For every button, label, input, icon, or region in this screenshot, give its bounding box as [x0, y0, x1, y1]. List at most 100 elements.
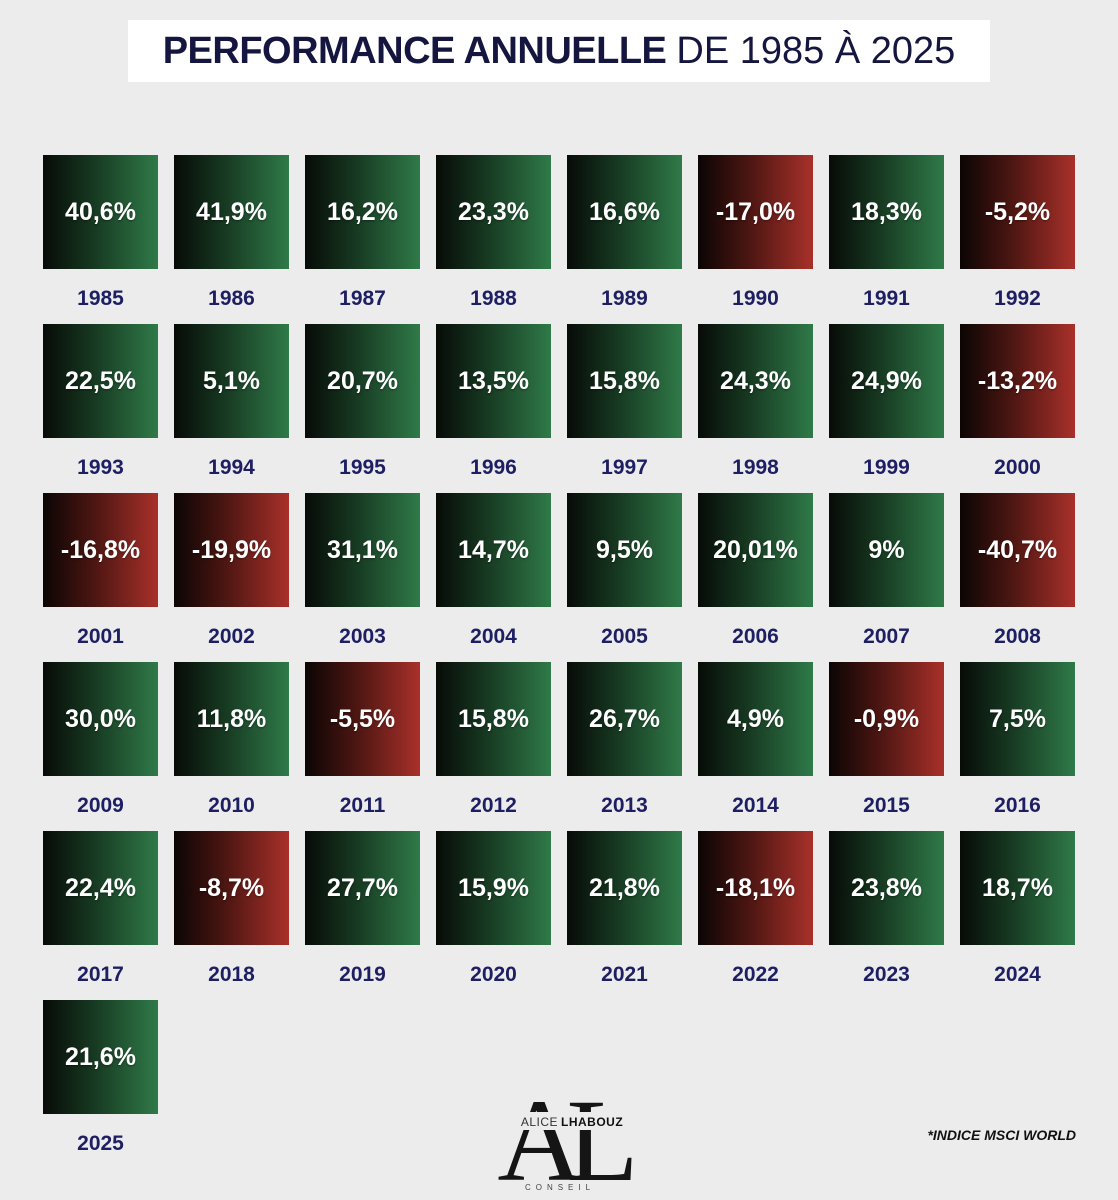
- page-title: PERFORMANCE ANNUELLE DE 1985 À 2025: [128, 20, 990, 82]
- value-label: -19,9%: [191, 535, 272, 564]
- year-label: 1997: [601, 456, 648, 479]
- year-label: 2023: [863, 963, 910, 986]
- tile-2009: 30,0%: [43, 662, 158, 776]
- tile-1986: 41,9%: [174, 155, 289, 269]
- tile-2012: 15,8%: [436, 662, 551, 776]
- tile-1995: 20,7%: [305, 324, 420, 438]
- tile-1996: 13,5%: [436, 324, 551, 438]
- logo-mark: AL ALICE LHABOUZ CONSEIL: [497, 1082, 640, 1194]
- tile-2003: 31,1%: [305, 493, 420, 607]
- tile-2016: 7,5%: [960, 662, 1075, 776]
- tile-2022: -18,1%: [698, 831, 813, 945]
- tile-2021: 21,8%: [567, 831, 682, 945]
- year-label: 1991: [863, 287, 910, 310]
- year-label: 2020: [470, 963, 517, 986]
- tile-1998: 24,3%: [698, 324, 813, 438]
- year-label: 1987: [339, 287, 386, 310]
- logo-monogram: AL: [497, 1082, 631, 1194]
- value-label: -13,2%: [977, 366, 1058, 395]
- year-label: 2025: [77, 1132, 124, 1155]
- tile-2023: 23,8%: [829, 831, 944, 945]
- value-label: 7,5%: [989, 704, 1046, 733]
- tile-2008: -40,7%: [960, 493, 1075, 607]
- tile-2014: 4,9%: [698, 662, 813, 776]
- year-label: 2005: [601, 625, 648, 648]
- year-label: 1996: [470, 456, 517, 479]
- value-label: -16,8%: [60, 535, 141, 564]
- value-label: 18,3%: [851, 197, 922, 226]
- value-label: -5,5%: [329, 704, 396, 733]
- value-label: 22,5%: [65, 366, 136, 395]
- year-label: 2018: [208, 963, 255, 986]
- year-label: 1994: [208, 456, 255, 479]
- year-label: 1999: [863, 456, 910, 479]
- tile-1992: -5,2%: [960, 155, 1075, 269]
- value-label: 21,6%: [65, 1042, 136, 1071]
- year-label: 2011: [339, 794, 386, 817]
- year-label: 2010: [208, 794, 255, 817]
- value-label: -0,9%: [853, 704, 920, 733]
- tile-1987: 16,2%: [305, 155, 420, 269]
- tile-2001: -16,8%: [43, 493, 158, 607]
- tile-1993: 22,5%: [43, 324, 158, 438]
- value-label: 16,6%: [589, 197, 660, 226]
- value-label: 15,8%: [458, 704, 529, 733]
- year-label: 1995: [339, 456, 386, 479]
- value-label: 4,9%: [727, 704, 784, 733]
- value-label: 5,1%: [203, 366, 260, 395]
- year-label: 1986: [208, 287, 255, 310]
- year-label: 1985: [77, 287, 124, 310]
- year-label: 2016: [994, 794, 1041, 817]
- value-label: 23,3%: [458, 197, 529, 226]
- brand-logo: AL ALICE LHABOUZ CONSEIL: [480, 1082, 640, 1194]
- tile-2020: 15,9%: [436, 831, 551, 945]
- value-label: 23,8%: [851, 873, 922, 902]
- year-label: 2021: [601, 963, 648, 986]
- tile-2015: -0,9%: [829, 662, 944, 776]
- logo-first-name: ALICE: [521, 1115, 558, 1129]
- value-label: -17,0%: [715, 197, 796, 226]
- value-label: 21,8%: [589, 873, 660, 902]
- tile-1988: 23,3%: [436, 155, 551, 269]
- value-label: 14,7%: [458, 535, 529, 564]
- value-label: 15,9%: [458, 873, 529, 902]
- tile-2010: 11,8%: [174, 662, 289, 776]
- value-label: 26,7%: [589, 704, 660, 733]
- logo-subtitle: CONSEIL: [525, 1183, 595, 1192]
- value-label: 18,7%: [982, 873, 1053, 902]
- year-label: 2004: [470, 625, 517, 648]
- tile-2017: 22,4%: [43, 831, 158, 945]
- value-label: -5,2%: [984, 197, 1051, 226]
- tile-2004: 14,7%: [436, 493, 551, 607]
- year-label: 2009: [77, 794, 124, 817]
- value-label: 40,6%: [65, 197, 136, 226]
- tile-1985: 40,6%: [43, 155, 158, 269]
- tile-2024: 18,7%: [960, 831, 1075, 945]
- tile-1999: 24,9%: [829, 324, 944, 438]
- tile-2007: 9%: [829, 493, 944, 607]
- year-label: 2008: [994, 625, 1041, 648]
- year-label: 2013: [601, 794, 648, 817]
- year-label: 2015: [863, 794, 910, 817]
- footnote-source: *INDICE MSCI WORLD: [927, 1127, 1076, 1143]
- title-light: DE 1985 À 2025: [676, 29, 956, 72]
- year-label: 1988: [470, 287, 517, 310]
- year-label: 2000: [994, 456, 1041, 479]
- tile-2005: 9,5%: [567, 493, 682, 607]
- year-label: 1998: [732, 456, 779, 479]
- tile-2000: -13,2%: [960, 324, 1075, 438]
- logo-last-name: LHABOUZ: [561, 1115, 623, 1129]
- tile-2011: -5,5%: [305, 662, 420, 776]
- value-label: 9%: [868, 535, 905, 564]
- year-label: 2014: [732, 794, 779, 817]
- year-label: 2012: [470, 794, 517, 817]
- year-label: 1989: [601, 287, 648, 310]
- value-label: 9,5%: [596, 535, 653, 564]
- year-label: 2017: [77, 963, 124, 986]
- tile-2025: 21,6%: [43, 1000, 158, 1114]
- value-label: 15,8%: [589, 366, 660, 395]
- value-label: 20,7%: [327, 366, 398, 395]
- tile-1989: 16,6%: [567, 155, 682, 269]
- value-label: 30,0%: [65, 704, 136, 733]
- value-label: -40,7%: [977, 535, 1058, 564]
